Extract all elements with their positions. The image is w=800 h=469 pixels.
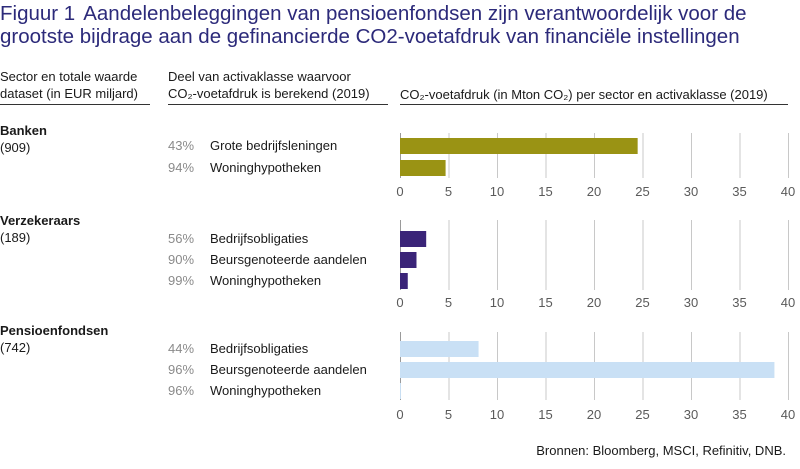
source-note: Bronnen: Bloomberg, MSCI, Refinitiv, DNB… <box>536 443 786 458</box>
row-share: 44% <box>168 341 195 356</box>
sector-total: (742) <box>0 340 31 355</box>
x-tick-label: 40 <box>781 295 795 310</box>
title-line-1: Aandelenbeleggingen van pensioenfondsen … <box>83 2 747 25</box>
row-share: 99% <box>168 273 195 288</box>
x-tick-label: 20 <box>587 184 601 199</box>
header-divider-footprint <box>400 104 788 105</box>
sector-header-line-2: dataset (in EUR miljard) <box>0 86 138 101</box>
row-label: Bedrijfsobligaties <box>210 231 309 246</box>
chart-title: Figuur 1 Aandelenbeleggingen van pensioen… <box>0 2 800 48</box>
sector-total: (189) <box>0 230 31 245</box>
bar <box>400 138 638 154</box>
x-tick-label: 5 <box>445 184 452 199</box>
footprint-column-header: CO₂-voetafdruk (in Mton CO₂) per sector … <box>400 87 768 102</box>
sector-name: Verzekeraars <box>0 213 81 228</box>
sector-label: Banken (909) <box>0 122 47 156</box>
share-header-line-1: Deel van activaklasse waarvoor <box>168 69 351 84</box>
x-tick-label: 0 <box>396 184 403 199</box>
x-tick-label: 15 <box>538 407 552 422</box>
x-tick-label: 0 <box>396 407 403 422</box>
title-line-2: grootste bijdrage aan de gefinancierde C… <box>0 25 740 48</box>
bar <box>400 252 417 268</box>
x-tick-label: 20 <box>587 407 601 422</box>
header-divider-share <box>168 104 388 105</box>
bar <box>400 341 479 357</box>
x-tick-label: 40 <box>781 407 795 422</box>
row-share: 96% <box>168 383 195 398</box>
row-share: 90% <box>168 252 195 267</box>
x-tick-label: 5 <box>445 407 452 422</box>
x-tick-label: 30 <box>684 184 698 199</box>
bar <box>400 231 427 247</box>
row-label: Bedrijfsobligaties <box>210 341 309 356</box>
sector-label: Pensioenfondsen (742) <box>0 322 108 356</box>
sector-total: (909) <box>0 140 31 155</box>
row-label: Woninghypotheken <box>210 383 322 398</box>
sector-name: Pensioenfondsen <box>0 323 109 338</box>
x-tick-label: 0 <box>396 295 403 310</box>
row-share: 56% <box>168 231 195 246</box>
row-share: 96% <box>168 362 195 377</box>
x-tick-label: 10 <box>490 295 504 310</box>
bar <box>400 383 401 399</box>
share-column-header: Deel van activaklasse waarvoor CO₂-voeta… <box>168 68 370 102</box>
header-divider-sector <box>0 104 150 105</box>
x-tick-label: 35 <box>732 184 746 199</box>
row-label: Grote bedrijfsleningen <box>210 138 338 153</box>
row-label: Woninghypotheken <box>210 160 322 175</box>
row-share: 43% <box>168 138 195 153</box>
x-tick-label: 25 <box>635 295 649 310</box>
bar <box>400 362 775 378</box>
x-tick-label: 10 <box>490 184 504 199</box>
bar <box>400 273 408 289</box>
x-tick-label: 40 <box>781 184 795 199</box>
sector-header-line-1: Sector en totale waarde <box>0 69 138 84</box>
sector-column-header: Sector en totale waarde dataset (in EUR … <box>0 68 138 102</box>
x-tick-label: 35 <box>732 295 746 310</box>
bar <box>400 160 446 176</box>
x-tick-label: 15 <box>538 295 552 310</box>
x-tick-label: 5 <box>445 295 452 310</box>
sector-label: Verzekeraars (189) <box>0 212 80 246</box>
sector-name: Banken <box>0 123 47 138</box>
x-tick-label: 30 <box>684 295 698 310</box>
row-label: Beursgenoteerde aandelen <box>210 252 367 267</box>
row-label: Woninghypotheken <box>210 273 322 288</box>
figure-number: Figuur 1 <box>0 2 76 25</box>
x-tick-label: 30 <box>684 407 698 422</box>
row-share: 94% <box>168 160 195 175</box>
row-label: Beursgenoteerde aandelen <box>210 362 367 377</box>
x-tick-label: 20 <box>587 295 601 310</box>
share-header-line-2: CO₂-voetafdruk is berekend (2019) <box>168 86 370 101</box>
x-tick-label: 35 <box>732 407 746 422</box>
x-tick-label: 25 <box>635 407 649 422</box>
x-tick-label: 15 <box>538 184 552 199</box>
x-tick-label: 10 <box>490 407 504 422</box>
x-tick-label: 25 <box>635 184 649 199</box>
